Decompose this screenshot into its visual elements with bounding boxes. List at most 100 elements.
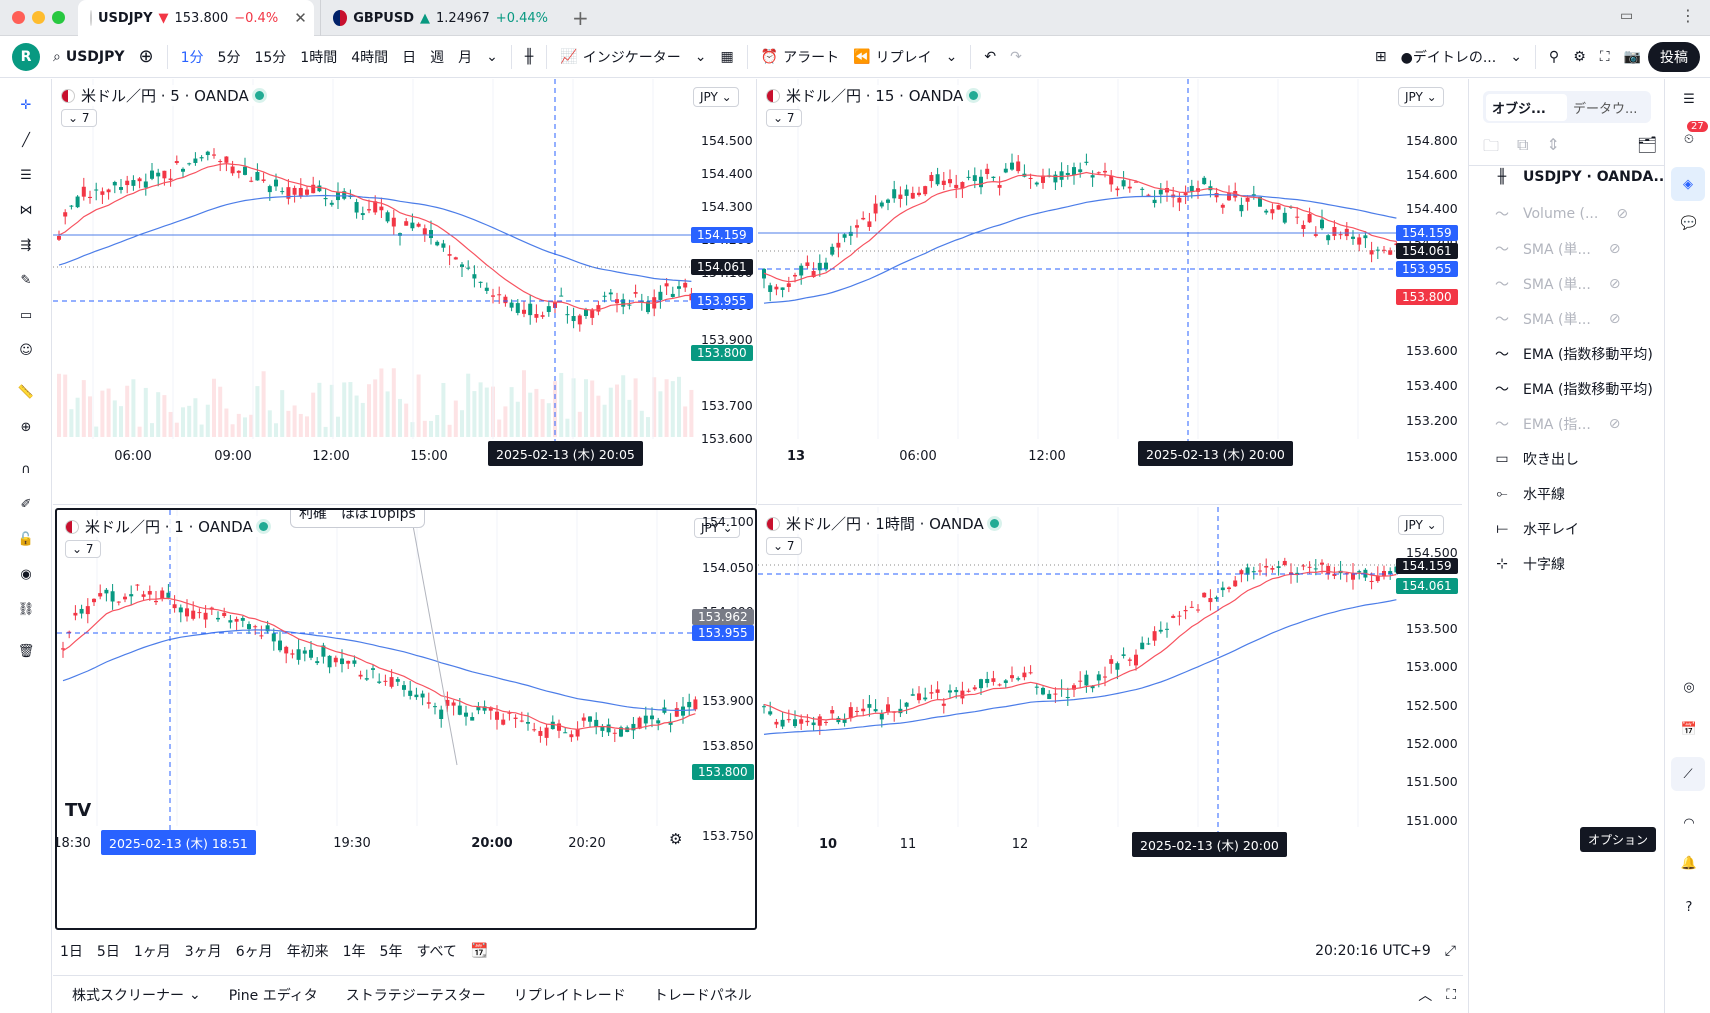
interval-4h[interactable]: 4時間 xyxy=(351,49,389,66)
chevron-up-icon[interactable]: ︿ xyxy=(1418,987,1433,1004)
help-icon[interactable]: ? xyxy=(1685,899,1693,915)
redo-icon[interactable]: ↷ xyxy=(1010,48,1022,65)
tab-data-window[interactable]: データウ... xyxy=(1573,101,1638,117)
folder-icon[interactable]: 🗀 xyxy=(1483,136,1500,155)
avatar[interactable]: R xyxy=(12,42,40,71)
new-tab-icon[interactable]: + xyxy=(572,6,589,30)
object-tree-item[interactable]: 〜 SMA (単... ⊘ xyxy=(1493,239,1621,259)
chart-settings-gear-icon[interactable]: ⚙ xyxy=(669,830,683,848)
object-tree-item[interactable]: 〜 EMA (指数移動平均) xyxy=(1493,379,1653,399)
hidden-eye-icon[interactable]: ⊘ xyxy=(1608,416,1621,432)
trend-line-tool-icon[interactable]: ╱ xyxy=(22,132,30,148)
layout-dropdown-icon[interactable]: ⌄ xyxy=(1510,48,1522,65)
ruler-tool-icon[interactable]: 📏 xyxy=(17,384,35,400)
indicators-button[interactable]: 📈 インジケーター xyxy=(553,47,687,67)
range-button[interactable]: 1ヶ月 xyxy=(133,944,171,960)
magnet-icon[interactable]: ∩ xyxy=(21,461,31,477)
chart-pane-15m[interactable]: 米ドル／円 · 15 · OANDA ⌄ 7 JPY ⌄ 154.800 154.600… xyxy=(758,79,1462,505)
range-button[interactable]: 1年 xyxy=(342,944,366,960)
target-icon[interactable]: ◎ xyxy=(1683,679,1695,695)
alert-button[interactable]: ⏰ アラート xyxy=(754,47,846,67)
sidebar-toggle-icon[interactable]: ▭ xyxy=(1620,8,1634,24)
currency-selector[interactable]: JPY ⌄ xyxy=(693,87,739,107)
maximize-window-button[interactable] xyxy=(52,11,65,24)
templates-grid-icon[interactable]: ▦ xyxy=(720,48,734,65)
close-window-button[interactable] xyxy=(12,11,25,24)
strategy-tester-tab[interactable]: ストラテジーテスター xyxy=(345,987,486,1004)
brush-tool-icon[interactable]: ✎ xyxy=(20,272,32,288)
tab-gbpusd[interactable]: GBPUSD ▲ 1.24967 +0.44% xyxy=(320,0,560,36)
interval-5m[interactable]: 5分 xyxy=(217,49,241,66)
manage-drawings-icon[interactable]: 🗂 xyxy=(1637,135,1658,154)
range-button[interactable]: 5年 xyxy=(379,944,403,960)
legend-collapse-button[interactable]: ⌄ 7 xyxy=(766,537,802,555)
eye-icon[interactable]: ◉ xyxy=(20,566,32,582)
currency-selector[interactable]: JPY ⌄ xyxy=(1398,87,1444,107)
hidden-eye-icon[interactable]: ⊘ xyxy=(1608,276,1621,292)
fib-tool-icon[interactable]: ☰ xyxy=(20,167,32,183)
chart-pane-5m[interactable]: 米ドル／円 · 5 · OANDA ⌄ 7 JPY ⌄ 154.500 154.400 1… xyxy=(53,79,757,505)
range-button[interactable]: 1日 xyxy=(60,944,83,960)
close-tab-icon[interactable]: ✕ xyxy=(294,9,307,27)
object-tree-item[interactable]: ⊹ 十字線 xyxy=(1493,554,1565,574)
bell-icon[interactable]: 🔔 xyxy=(1680,855,1698,871)
chat-icon[interactable]: 💬 xyxy=(1680,215,1698,231)
interval-1h[interactable]: 1時間 xyxy=(300,49,338,66)
broadcast-icon[interactable]: ◠ xyxy=(1683,815,1695,831)
indicators-dropdown-icon[interactable]: ⌄ xyxy=(694,48,707,65)
trading-panel-tab[interactable]: トレードパネル xyxy=(653,987,752,1004)
range-button[interactable]: すべて xyxy=(416,944,457,960)
hidden-eye-icon[interactable]: ⊘ xyxy=(1616,206,1629,222)
currency-selector[interactable]: JPY ⌄ xyxy=(1398,515,1444,535)
zoom-in-icon[interactable]: ⊕ xyxy=(20,419,32,435)
interval-day[interactable]: 日 xyxy=(402,49,417,66)
range-button[interactable]: 3ヶ月 xyxy=(184,944,222,960)
interval-15m[interactable]: 15分 xyxy=(254,49,287,66)
timezone-clock[interactable]: 20:20:16 UTC+9 xyxy=(1315,943,1431,959)
options-chart-icon[interactable]: ⟋ xyxy=(1671,757,1705,791)
chart-type-candle-icon[interactable]: ╫ xyxy=(524,48,534,65)
pattern-tool-icon[interactable]: ⋈ xyxy=(19,202,33,218)
legend-collapse-button[interactable]: ⌄ 7 xyxy=(766,109,802,127)
hidden-eye-icon[interactable]: ⊘ xyxy=(1608,241,1621,257)
watchlist-icon[interactable]: ☰ xyxy=(1683,91,1695,107)
range-button[interactable]: 年初来 xyxy=(286,944,329,960)
interval-week[interactable]: 週 xyxy=(430,49,445,66)
layout-name-button[interactable]: ●デイトレの... xyxy=(1400,49,1497,66)
tab-object-tree[interactable]: オブジ... xyxy=(1486,93,1567,121)
goto-date-calendar-icon[interactable]: 📆 xyxy=(470,943,489,959)
camera-snapshot-icon[interactable]: 📷 xyxy=(1623,48,1641,65)
lock-icon[interactable]: 🔓 xyxy=(17,531,35,547)
object-tree-item[interactable]: ╫ USDJPY · OANDA... xyxy=(1493,169,1670,185)
object-tree-item[interactable]: 〜 EMA (指... ⊘ xyxy=(1493,414,1621,434)
interval-1m[interactable]: 1分 xyxy=(180,49,204,66)
object-tree-item[interactable]: 〜 EMA (指数移動平均) xyxy=(1493,344,1653,364)
maximize-chart-icon[interactable]: ⤢ xyxy=(1444,943,1456,959)
undo-icon[interactable]: ↶ xyxy=(984,48,997,65)
currency-selector[interactable]: JPY ⌄ xyxy=(694,518,740,538)
copy-icon[interactable]: ⧉ xyxy=(1517,135,1529,154)
symbol-search-button[interactable]: ⌕ USDJPY xyxy=(46,49,132,65)
legend-collapse-button[interactable]: ⌄ 7 xyxy=(65,540,101,558)
price-chart[interactable] xyxy=(758,79,1462,505)
object-tree-item[interactable]: ⟜ 水平線 xyxy=(1493,484,1565,504)
more-menu-icon[interactable]: ⋮ xyxy=(1680,6,1696,25)
price-chart[interactable] xyxy=(57,510,757,930)
emoji-tool-icon[interactable]: ☺ xyxy=(19,342,33,358)
object-tree-item[interactable]: ▭ 吹き出し xyxy=(1493,449,1579,469)
price-chart[interactable] xyxy=(53,79,757,505)
chart-pane-1h[interactable]: 米ドル／円 · 1時間 · OANDA ⌄ 7 JPY ⌄ 154.500 153.50… xyxy=(758,507,1462,931)
range-button[interactable]: 6ヶ月 xyxy=(235,944,273,960)
tab-usdjpy[interactable]: USDJPY ▼ 153.800 −0.4% ✕ xyxy=(78,0,314,36)
alerts-clock-icon[interactable]: ⏲ xyxy=(1683,131,1695,147)
stock-screener-tab[interactable]: 株式スクリーナー ⌄ xyxy=(65,985,208,1005)
quick-search-icon[interactable]: ⚲ xyxy=(1548,48,1560,65)
replay-trade-tab[interactable]: リプレイトレード xyxy=(513,987,626,1004)
interval-month[interactable]: 月 xyxy=(458,49,473,66)
replay-dropdown-icon[interactable]: ⌄ xyxy=(945,48,958,65)
pine-editor-tab[interactable]: Pine エディタ xyxy=(228,987,318,1004)
lock-drawing-icon[interactable]: ✐ xyxy=(20,496,32,512)
legend-collapse-button[interactable]: ⌄ 7 xyxy=(61,109,97,127)
callout-note[interactable]: 利確 ほぼ10pips xyxy=(290,510,425,528)
forecast-tool-icon[interactable]: ⇶ xyxy=(20,237,32,253)
